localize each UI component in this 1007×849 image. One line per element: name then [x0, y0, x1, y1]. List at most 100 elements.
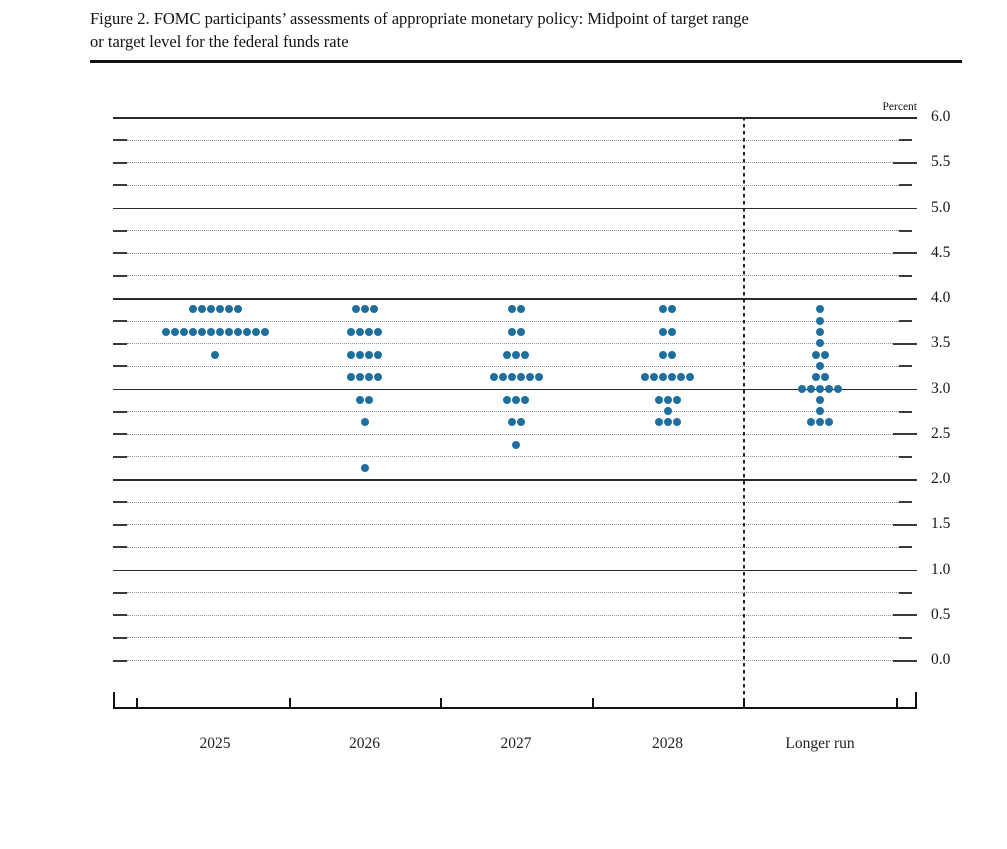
x-category-label: 2028	[652, 735, 683, 752]
projection-dot	[197, 327, 206, 336]
gridline-left-tick	[113, 410, 127, 413]
projection-dot	[654, 418, 663, 427]
projection-dot	[659, 327, 667, 336]
x-axis-tick	[896, 698, 898, 707]
y-tick-label: 0.5	[931, 605, 951, 623]
projection-dot	[668, 350, 676, 359]
projection-dot	[677, 373, 685, 382]
gridline-solid	[113, 569, 917, 572]
projection-dot	[834, 384, 842, 393]
projection-dot	[811, 373, 820, 382]
x-axis-line	[113, 707, 917, 709]
gridline-dotted	[127, 275, 903, 277]
projection-dot	[206, 305, 215, 314]
projection-dot	[251, 327, 260, 336]
projection-dot	[807, 384, 815, 393]
projection-dot	[507, 327, 516, 336]
gridline-right-tick	[899, 591, 912, 594]
projection-dot	[816, 327, 824, 336]
projection-dot	[816, 407, 824, 416]
projection-dot	[233, 327, 242, 336]
projection-dot	[224, 305, 233, 314]
projection-dot	[663, 395, 672, 404]
gridline-right-tick	[893, 659, 917, 662]
gridline-solid	[113, 207, 917, 210]
x-axis-tick	[592, 698, 594, 707]
projection-dot	[668, 327, 676, 336]
gridline-left-tick	[113, 546, 127, 549]
projection-dot	[215, 327, 224, 336]
projection-dot	[356, 327, 364, 336]
gridline-dotted	[127, 660, 903, 661]
gridline-right-tick	[899, 184, 912, 187]
projection-dot	[820, 350, 829, 359]
gridline-left-tick	[113, 229, 127, 232]
gridline-left-tick	[113, 252, 127, 255]
projection-dot	[347, 350, 355, 359]
projection-dot	[347, 373, 355, 382]
projection-dot	[356, 373, 364, 382]
gridline-dotted	[127, 162, 903, 164]
projection-dot	[686, 373, 694, 382]
gridline-left-tick	[113, 139, 127, 142]
x-axis-end-bar	[915, 692, 917, 707]
gridline-left-tick	[113, 614, 127, 617]
gridline-dotted	[127, 139, 903, 141]
projection-dot	[516, 327, 525, 336]
projection-dot	[507, 305, 516, 314]
gridline-right-tick	[893, 523, 917, 526]
projection-dot	[650, 373, 658, 382]
projection-dot	[672, 395, 681, 404]
gridline-left-tick	[113, 636, 127, 639]
projection-dot	[659, 305, 667, 314]
projection-dot	[260, 327, 269, 336]
gridline-dotted	[127, 343, 903, 345]
gridline-dotted	[127, 230, 903, 232]
projection-dot	[663, 418, 672, 427]
projection-dot	[161, 327, 170, 336]
y-tick-label: 2.0	[931, 470, 951, 487]
y-tick-label: 3.5	[931, 334, 951, 352]
gridline-right-tick	[899, 139, 912, 142]
projection-dot	[654, 395, 663, 404]
projection-dot	[816, 384, 824, 393]
projection-dot	[516, 418, 525, 427]
projection-dot	[374, 373, 382, 382]
projection-dot	[365, 373, 373, 382]
gridline-dotted	[127, 546, 903, 548]
gridline-solid	[113, 298, 917, 300]
projection-dot	[503, 350, 511, 359]
projection-dot	[807, 418, 815, 427]
gridline-right-tick	[893, 161, 917, 164]
gridline-dotted	[127, 637, 903, 639]
projection-dot	[360, 305, 369, 314]
projection-dot	[816, 339, 824, 348]
figure-title-line2: or target level for the federal funds ra…	[90, 32, 349, 51]
gridline-left-tick	[113, 433, 127, 436]
projection-dot	[659, 350, 667, 359]
gridline-left-tick	[113, 455, 127, 458]
projection-dot	[489, 373, 498, 382]
gridline-right-tick	[899, 320, 912, 323]
projection-dot	[206, 327, 215, 336]
projection-dot	[179, 327, 188, 336]
gridline-left-tick	[113, 320, 127, 323]
projection-dot	[816, 361, 824, 370]
gridline-solid	[113, 388, 917, 391]
x-axis-tick	[743, 698, 745, 707]
projection-dot	[507, 373, 516, 382]
projection-dot	[816, 316, 824, 325]
gridline-right-tick	[899, 501, 912, 504]
x-category-label: 2026	[349, 735, 380, 752]
figure-title: Figure 2. FOMC participants’ assessments…	[90, 7, 950, 53]
projection-dot	[188, 327, 197, 336]
gridline-left-tick	[113, 591, 127, 594]
projection-dot	[641, 373, 649, 382]
projection-dot	[233, 305, 242, 314]
projection-dot	[360, 418, 369, 427]
projection-dot	[197, 305, 206, 314]
gridline-right-tick	[899, 546, 912, 549]
gridline-right-tick	[893, 342, 917, 345]
projection-dot	[374, 350, 382, 359]
